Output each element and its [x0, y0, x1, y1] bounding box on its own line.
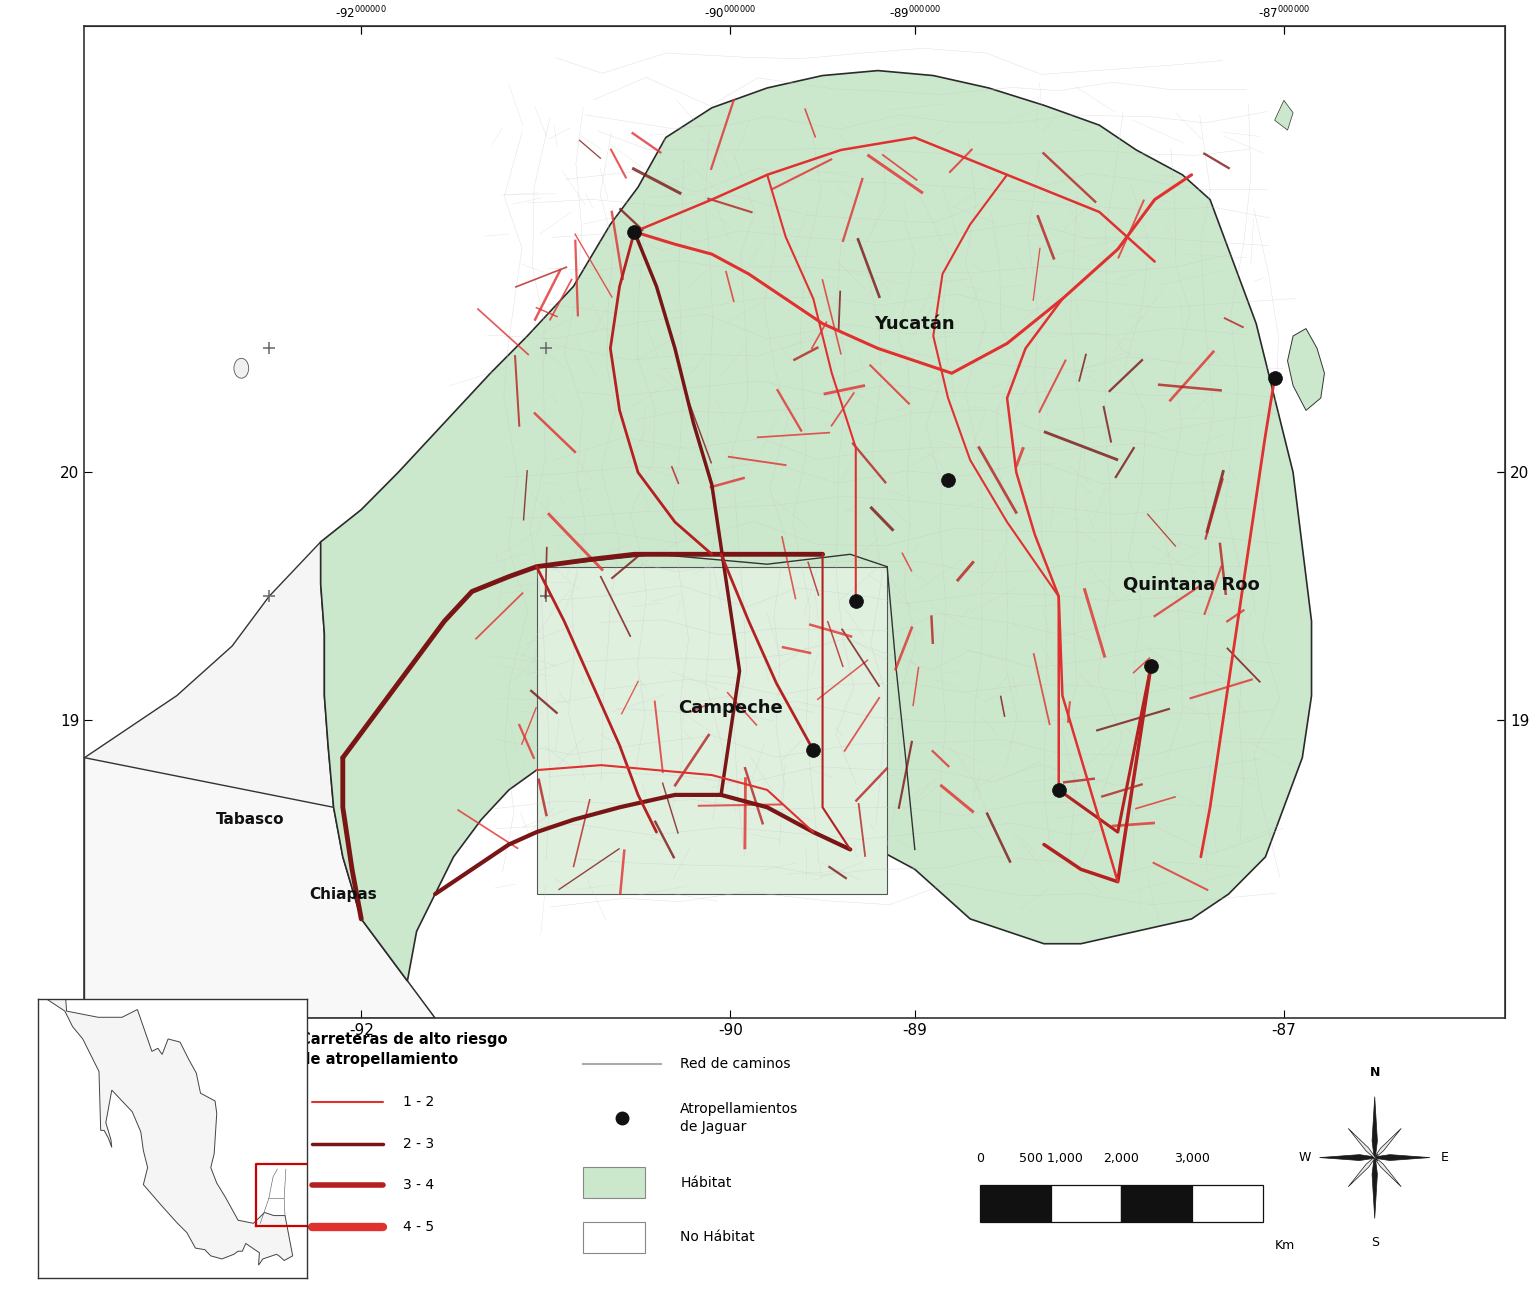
- Bar: [1121, 1185, 1192, 1222]
- Text: E: E: [1441, 1150, 1448, 1165]
- Text: 3 - 4: 3 - 4: [402, 1179, 433, 1192]
- Polygon shape: [84, 757, 435, 1018]
- Polygon shape: [536, 567, 888, 894]
- Polygon shape: [1372, 1154, 1401, 1187]
- Text: No Hábitat: No Hábitat: [680, 1231, 754, 1244]
- Bar: [980, 1185, 1051, 1222]
- Text: Chiapas: Chiapas: [309, 887, 376, 901]
- Polygon shape: [1319, 1154, 1379, 1161]
- Text: Hábitat: Hábitat: [680, 1176, 731, 1189]
- Polygon shape: [1372, 1128, 1401, 1161]
- Polygon shape: [1287, 328, 1324, 410]
- Bar: [1192, 1185, 1263, 1222]
- Polygon shape: [46, 999, 293, 1265]
- Text: 2,000: 2,000: [1103, 1152, 1140, 1165]
- Text: Campeche: Campeche: [677, 699, 783, 717]
- Text: Carreteras de alto riesgo
de atropellamiento: Carreteras de alto riesgo de atropellami…: [300, 1032, 507, 1067]
- Polygon shape: [1372, 1153, 1378, 1218]
- Text: 0: 0: [975, 1152, 985, 1165]
- Text: W: W: [1299, 1150, 1312, 1165]
- Text: N: N: [1370, 1066, 1379, 1079]
- Polygon shape: [1370, 1154, 1430, 1161]
- Text: 4 - 5: 4 - 5: [402, 1220, 433, 1233]
- Bar: [1051, 1185, 1121, 1222]
- Polygon shape: [1349, 1154, 1378, 1187]
- Text: Atropellamientos
de Jaguar: Atropellamientos de Jaguar: [680, 1102, 799, 1134]
- Text: Km: Km: [1275, 1240, 1295, 1253]
- Text: Yucatán: Yucatán: [874, 315, 955, 332]
- FancyBboxPatch shape: [584, 1167, 645, 1198]
- Text: 1 - 2: 1 - 2: [402, 1096, 435, 1109]
- Text: Tabasco: Tabasco: [217, 812, 284, 827]
- Text: Quintana Roo: Quintana Roo: [1123, 575, 1260, 593]
- Polygon shape: [321, 70, 1312, 981]
- Polygon shape: [1349, 1128, 1378, 1161]
- Text: Red de caminos: Red de caminos: [680, 1057, 791, 1070]
- Circle shape: [233, 358, 249, 379]
- Polygon shape: [1275, 100, 1293, 130]
- FancyBboxPatch shape: [584, 1222, 645, 1253]
- Polygon shape: [84, 542, 435, 1018]
- Polygon shape: [1372, 1097, 1378, 1162]
- Text: S: S: [1370, 1236, 1379, 1249]
- Text: 2 - 3: 2 - 3: [402, 1137, 433, 1150]
- Text: 3,000: 3,000: [1174, 1152, 1210, 1165]
- Text: 500 1,000: 500 1,000: [1018, 1152, 1083, 1165]
